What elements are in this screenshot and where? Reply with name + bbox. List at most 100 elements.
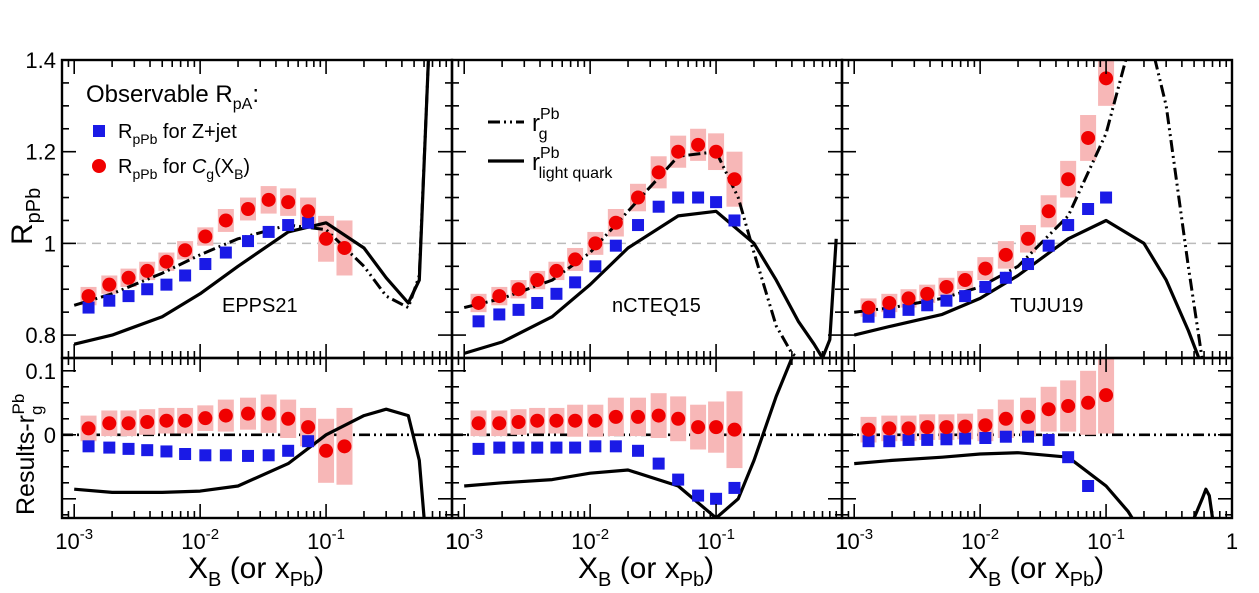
zjet-point-bot-1-0 [472,442,485,455]
x-tick-label: 10-3 [445,526,483,554]
x-tick-label: 1 [836,529,848,554]
legend-entry-cg: RpPb for Cg(XB) [118,156,250,182]
zjet-point-top-0-5 [179,269,192,282]
axis-ticks [61,59,1233,518]
zjet-point-bot-2-0 [862,435,875,448]
zjet-point-top-1-7 [609,239,622,252]
zjet-point-bot-2-6 [979,432,992,444]
zjet-point-top-1-8 [632,219,645,232]
zjet-point-bot-1-12 [710,492,723,505]
cg-point-top-1-5 [568,252,583,267]
cg-point-top-1-4 [549,263,564,278]
zjet-point-top-2-9 [1042,239,1055,252]
cg-point-bot-0-1 [102,416,117,431]
cg-point-top-0-11 [301,204,316,219]
cg-point-bot-1-2 [511,415,526,429]
cg-point-top-2-11 [1081,130,1096,145]
zjet-point-top-0-11 [302,216,315,229]
cg-point-top-0-3 [140,263,155,278]
cg-point-bot-1-12 [709,420,724,435]
cg-point-top-1-10 [671,144,686,159]
zjet-point-top-1-13 [728,214,741,227]
zjet-point-bot-0-2 [122,442,135,455]
zjet-point-bot-1-5 [569,441,582,454]
zjet-point-bot-2-9 [1042,433,1055,446]
y-tick-label-top: 0.8 [25,323,56,348]
cg-point-top-0-1 [102,277,117,292]
curve-light-quark-bot-2 [1192,487,1215,518]
cg-point-bot-2-12 [1099,388,1114,403]
legend-square-marker [93,125,105,137]
curve-light-quark-top-1 [463,209,838,358]
y-tick-label-bottom: 0 [44,423,56,448]
panel-label-tuju19: TUJU19 [1010,295,1083,317]
zjet-point-top-1-4 [550,287,563,300]
cg-point-top-1-9 [651,165,666,180]
legend-title: Observable RpA: [86,81,259,113]
curve-light-quark-top-2 [853,218,1201,358]
zjet-point-top-1-11 [692,191,705,204]
zjet-point-bot-1-10 [672,473,685,486]
cg-point-bot-0-5 [178,413,193,428]
zjet-point-bot-2-8 [1022,430,1035,443]
zjet-point-bot-0-7 [219,449,232,462]
zjet-point-bot-0-11 [302,435,315,448]
zjet-point-bot-0-10 [282,444,295,457]
x-axis-title-3: XB (or xPb) [968,552,1104,591]
cg-point-bot-2-11 [1081,395,1096,410]
bottom-ylabel: Results-rgPb [9,394,46,515]
zjet-point-top-1-9 [652,200,665,213]
zjet-point-top-1-3 [531,296,544,309]
x-tick-label: 10-2 [961,526,999,554]
x-tick-label: 1 [446,529,458,554]
zjet-point-top-2-2 [902,303,915,316]
cg-point-bot-0-4 [159,413,174,428]
x-tick-label: 10-3 [835,526,873,554]
zjet-point-top-0-6 [199,258,212,271]
cg-point-bot-0-11 [301,420,316,435]
x-tick-label: 10-1 [697,526,735,554]
zjet-point-bot-1-7 [609,440,622,453]
cg-point-bot-2-2 [901,421,916,436]
zjet-point-bot-2-4 [940,433,953,446]
cg-point-top-1-7 [608,215,623,230]
y-tick-label-top: 1 [44,231,56,256]
cg-point-bot-2-4 [939,420,954,435]
cg-point-bot-2-1 [882,421,897,436]
cg-point-bot-2-8 [1021,409,1036,424]
cg-point-top-2-5 [958,273,973,288]
cg-point-bot-2-7 [998,411,1013,426]
cg-point-bot-0-10 [281,411,296,426]
zjet-point-top-0-1 [103,294,116,307]
panel-frame-bot-2 [840,356,1234,520]
zjet-point-top-2-3 [921,299,934,312]
zjet-point-bot-0-0 [82,440,95,453]
cg-point-top-0-4 [159,254,174,269]
cg-point-bot-0-8 [241,406,256,421]
cg-point-top-0-8 [241,202,256,216]
x-tick-label: 10-1 [307,526,345,554]
cg-point-bot-1-8 [631,409,646,424]
cg-point-bot-1-3 [530,413,545,428]
zjet-point-top-2-6 [979,280,992,293]
cg-point-top-0-12 [319,231,334,246]
zjet-point-top-2-10 [1062,219,1075,232]
zjet-point-top-2-12 [1100,191,1113,204]
cg-point-top-1-12 [709,144,724,159]
cg-point-top-2-7 [998,247,1013,262]
panel-label-ncteq15: nCTEQ15 [612,295,701,317]
tick-labels: 0.811.21.400.110-3 10-2 10-1 110-3 10-2 10-1 1… [25,48,1238,554]
cg-point-top-2-2 [901,291,916,306]
zjet-point-top-1-6 [589,260,602,273]
legend-entry-rg: rPb g [532,106,560,143]
cg-point-bot-2-6 [978,418,993,433]
cg-point-bot-2-5 [958,419,973,434]
x-tick-label: 10-2 [181,526,219,554]
cg-point-bot-0-9 [261,406,276,421]
zjet-point-bot-0-6 [199,449,212,462]
x-axis-title-2: XB (or xPb) [578,552,714,591]
zjet-point-top-0-0 [82,301,95,314]
cg-point-bot-1-11 [691,420,706,435]
cg-point-bot-1-6 [588,413,603,428]
